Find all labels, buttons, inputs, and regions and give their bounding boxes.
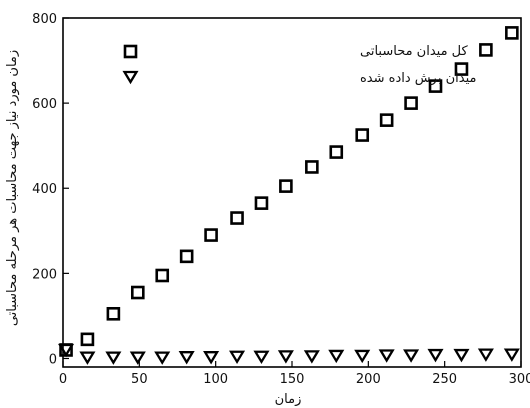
data-point-triangle (58, 343, 75, 358)
data-point-triangle (453, 348, 470, 363)
data-point-triangle (154, 351, 171, 365)
x-tick-label: 200 (356, 372, 381, 387)
data-point-triangle (229, 350, 246, 365)
data-point-square (454, 62, 469, 76)
x-tick-label: 250 (432, 372, 457, 387)
data-point-square (179, 249, 194, 264)
legend-marker-square (123, 44, 138, 59)
x-axis-title: زمان (275, 392, 302, 407)
y-tick-label: 400 (32, 182, 57, 197)
x-tick-label: 100 (203, 372, 228, 387)
data-series (58, 26, 520, 365)
y-axis-ticks: 0 200 400 600 800 (32, 12, 69, 367)
data-point-triangle (503, 348, 520, 362)
data-point-square (230, 211, 244, 225)
data-point-square (254, 196, 269, 210)
data-point-square (505, 26, 519, 40)
data-point-square (329, 145, 344, 159)
data-point-square (106, 306, 121, 321)
x-axis-ticks: 0 50 100 150 200 250 300 (59, 361, 530, 387)
x-tick-label: 50 (131, 372, 148, 387)
y-tick-label: 200 (32, 267, 57, 282)
data-point-triangle (105, 351, 122, 365)
data-point-triangle (178, 351, 195, 365)
data-point-triangle (328, 349, 345, 364)
data-point-square (204, 228, 218, 242)
x-tick-label: 300 (509, 372, 530, 387)
y-axis-title: زمان مورد نیاز جهت محاسبات هر مرحله محاس… (5, 50, 20, 326)
legend-label-cut-domain: میدان برش داده شده (360, 71, 476, 86)
x-tick-label: 150 (280, 372, 305, 387)
data-point-triangle (277, 350, 294, 364)
legend-label-full-domain: کل میدان محاسباتی (360, 44, 469, 59)
data-point-triangle (378, 349, 395, 363)
data-point-square (428, 79, 443, 93)
y-tick-label: 600 (32, 97, 57, 112)
data-point-square (80, 332, 95, 347)
data-point-square (155, 268, 170, 283)
data-point-square (305, 160, 319, 174)
data-point-triangle (129, 351, 146, 365)
data-point-square (404, 96, 418, 110)
data-point-triangle (354, 349, 371, 364)
y-tick-label: 800 (32, 12, 57, 27)
data-point-triangle (79, 351, 96, 365)
legend-marker-triangle (122, 70, 139, 85)
data-point-triangle (303, 350, 320, 364)
data-point-triangle (403, 349, 420, 363)
x-tick-label: 0 (59, 372, 67, 387)
data-point-square (131, 285, 145, 300)
data-point-square (355, 128, 370, 142)
data-point-triangle (427, 348, 444, 363)
series-square (59, 26, 519, 357)
data-point-square (379, 113, 394, 127)
data-point-triangle (477, 348, 494, 362)
data-point-triangle (253, 350, 270, 365)
legend: کل میدان محاسباتی میدان برش داده شده (122, 44, 476, 86)
data-point-square (279, 179, 293, 193)
series-triangle-down (58, 343, 520, 365)
y-tick-label: 0 (49, 352, 57, 367)
data-point-triangle (203, 351, 220, 365)
data-point-square (479, 43, 493, 57)
